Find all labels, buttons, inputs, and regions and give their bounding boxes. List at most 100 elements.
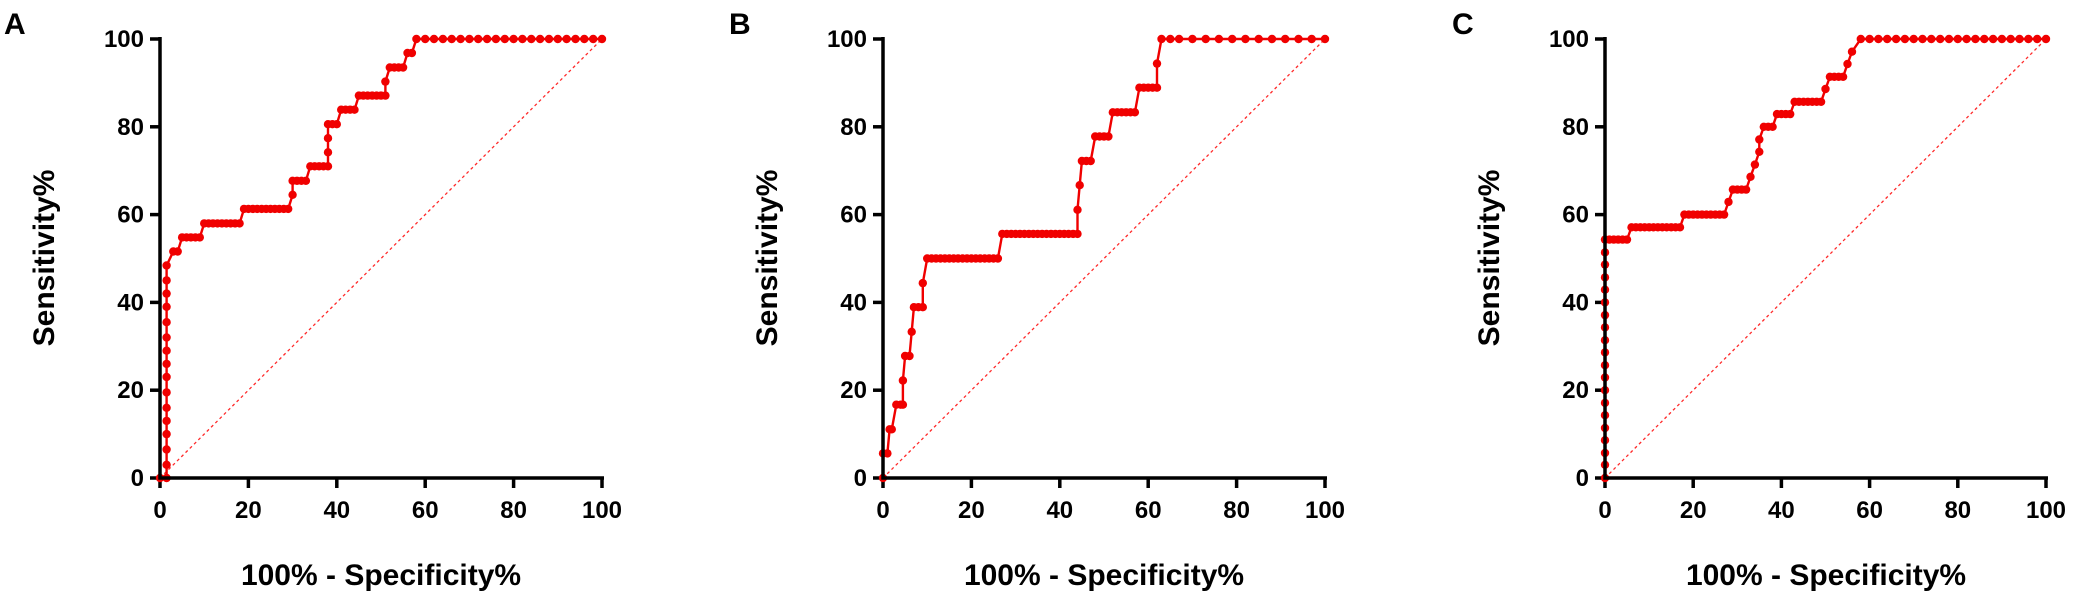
roc-point-c-51 bbox=[1741, 185, 1751, 194]
roc-point-c-47 bbox=[1724, 197, 1733, 207]
x-axis-title-b: 100% - Specificity% bbox=[964, 559, 1244, 592]
roc-point-b-76 bbox=[1201, 34, 1210, 44]
reference-diagonal-a bbox=[159, 38, 603, 479]
roc-point-b-52 bbox=[1075, 181, 1084, 190]
roc-point-b-84 bbox=[1307, 34, 1316, 44]
y-tick-label-a-20: 20 bbox=[117, 377, 144, 404]
y-tick-label-c-100: 100 bbox=[1549, 26, 1589, 53]
roc-point-b-32 bbox=[993, 254, 1003, 263]
roc-point-a-98 bbox=[597, 34, 607, 44]
roc-point-a-9 bbox=[162, 359, 171, 369]
roc-point-c-77 bbox=[1856, 34, 1866, 44]
x-tick-label-b-60: 60 bbox=[1135, 497, 1162, 524]
reference-diagonal-c bbox=[1604, 38, 2047, 479]
y-tick-label-c-60: 60 bbox=[1562, 202, 1589, 229]
y-tick-label-c-0: 0 bbox=[1576, 465, 1589, 492]
roc-point-b-78 bbox=[1228, 34, 1237, 44]
roc-points-b bbox=[878, 34, 1330, 483]
y-axis-title-a: Sensitivity% bbox=[28, 170, 61, 347]
roc-point-b-73 bbox=[1166, 34, 1175, 44]
tick-group-b: 0 20 40 60 80 100 0 20 40 60 80 100 bbox=[827, 26, 1345, 524]
roc-point-c-82 bbox=[1900, 34, 1910, 44]
x-tick-label-c-80: 80 bbox=[1944, 497, 1971, 524]
roc-panel-b: B Sensitivity% 100% - Specificity% 0 20 40… bbox=[729, 8, 1345, 592]
roc-point-b-55 bbox=[1086, 156, 1095, 166]
roc-point-c-62 bbox=[1786, 109, 1795, 119]
roc-point-a-3 bbox=[162, 445, 171, 454]
roc-panel-a: A Sensitivity% 100% - Specificity% 0 20 40… bbox=[4, 8, 622, 592]
roc-point-a-86 bbox=[491, 34, 501, 44]
roc-point-c-87 bbox=[1944, 34, 1954, 44]
axes-c bbox=[1603, 37, 2048, 480]
roc-point-c-93 bbox=[1997, 34, 2007, 44]
roc-point-c-70 bbox=[1821, 84, 1830, 94]
x-axis-title-c: 100% - Specificity% bbox=[1686, 559, 1966, 592]
roc-point-a-92 bbox=[544, 34, 554, 44]
roc-point-a-79 bbox=[429, 34, 439, 44]
y-tick-label-a-0: 0 bbox=[131, 465, 144, 492]
y-tick-label-b-0: 0 bbox=[854, 465, 867, 492]
x-tick-label-a-80: 80 bbox=[500, 497, 527, 524]
panel-label-c: C bbox=[1452, 8, 1474, 41]
x-tick-label-a-20: 20 bbox=[235, 497, 262, 524]
roc-point-a-62 bbox=[350, 105, 359, 114]
roc-point-c-78 bbox=[1865, 34, 1874, 44]
roc-point-b-15 bbox=[918, 278, 927, 288]
roc-point-c-89 bbox=[1962, 34, 1971, 44]
roc-point-b-83 bbox=[1294, 34, 1303, 44]
roc-point-a-2 bbox=[162, 460, 171, 469]
x-tick-label-a-60: 60 bbox=[412, 497, 439, 524]
y-tick-label-b-60: 60 bbox=[840, 202, 867, 229]
x-tick-label-a-0: 0 bbox=[153, 497, 166, 524]
x-tick-label-b-80: 80 bbox=[1223, 497, 1250, 524]
roc-point-b-10 bbox=[905, 351, 914, 361]
x-tick-label-a-100: 100 bbox=[582, 497, 622, 524]
roc-point-a-87 bbox=[500, 34, 509, 44]
roc-point-b-59 bbox=[1104, 132, 1113, 141]
y-tick-label-b-100: 100 bbox=[827, 26, 867, 53]
roc-point-b-2 bbox=[883, 449, 892, 458]
roc-point-c-90 bbox=[1971, 34, 1980, 44]
roc-point-a-96 bbox=[580, 34, 589, 44]
roc-point-c-79 bbox=[1874, 34, 1883, 44]
roc-point-a-55 bbox=[323, 134, 333, 143]
roc-point-b-79 bbox=[1241, 34, 1250, 44]
roc-point-c-69 bbox=[1816, 97, 1826, 107]
roc-point-c-80 bbox=[1883, 34, 1892, 44]
roc-point-c-54 bbox=[1755, 147, 1764, 156]
roc-point-c-55 bbox=[1755, 135, 1764, 144]
roc-point-a-91 bbox=[535, 34, 545, 44]
x-tick-label-c-20: 20 bbox=[1680, 497, 1707, 524]
roc-point-b-4 bbox=[887, 425, 896, 434]
roc-point-a-78 bbox=[421, 34, 430, 44]
roc-point-c-52 bbox=[1746, 172, 1755, 181]
roc-point-a-6 bbox=[162, 403, 171, 412]
y-tick-label-a-100: 100 bbox=[104, 26, 144, 53]
x-tick-label-a-40: 40 bbox=[323, 497, 350, 524]
roc-point-c-85 bbox=[1927, 34, 1936, 44]
roc-point-a-82 bbox=[456, 34, 465, 44]
roc-point-a-80 bbox=[438, 34, 448, 44]
x-tick-label-b-0: 0 bbox=[876, 497, 889, 524]
roc-point-a-90 bbox=[527, 34, 536, 44]
roc-point-a-8 bbox=[162, 372, 171, 382]
roc-point-c-58 bbox=[1768, 122, 1777, 131]
x-tick-label-b-40: 40 bbox=[1046, 497, 1073, 524]
roc-point-a-14 bbox=[162, 289, 171, 298]
y-tick-label-c-20: 20 bbox=[1562, 377, 1589, 404]
roc-point-b-14 bbox=[918, 303, 927, 312]
roc-point-c-74 bbox=[1838, 72, 1848, 82]
roc-point-c-75 bbox=[1843, 59, 1852, 69]
roc-point-a-74 bbox=[398, 63, 408, 72]
roc-point-a-97 bbox=[589, 34, 598, 44]
roc-point-c-96 bbox=[2024, 34, 2033, 44]
y-tick-label-c-40: 40 bbox=[1562, 289, 1589, 316]
roc-point-a-15 bbox=[162, 276, 171, 285]
roc-point-a-89 bbox=[518, 34, 527, 44]
axes-a bbox=[158, 37, 604, 480]
roc-point-a-95 bbox=[571, 34, 580, 44]
roc-point-a-11 bbox=[162, 333, 171, 342]
roc-point-b-50 bbox=[1073, 229, 1082, 239]
roc-point-a-70 bbox=[381, 77, 390, 86]
roc-point-a-53 bbox=[323, 162, 333, 171]
